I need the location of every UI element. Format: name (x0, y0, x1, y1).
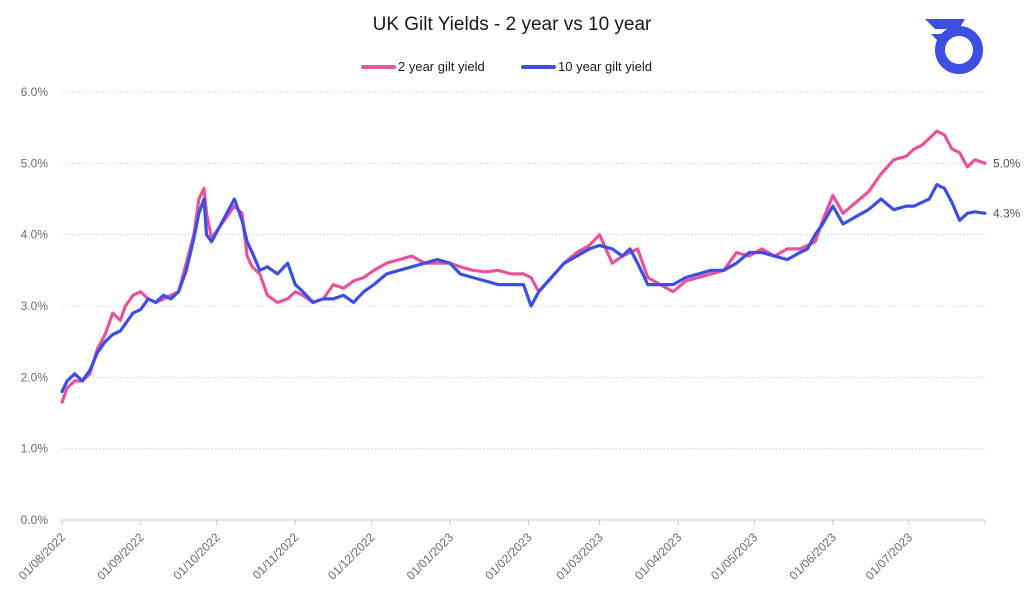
x-tick-label: 01/05/2023 (708, 530, 761, 583)
logo-ring (935, 26, 983, 74)
y-tick-label: 4.0% (21, 228, 49, 242)
y-axis-ticks: 0.0% 1.0% 2.0% 3.0% 4.0% 5.0% 6.0% (21, 85, 49, 527)
brand-logo (925, 19, 983, 74)
y-tick-label: 3.0% (21, 299, 49, 313)
x-axis-ticks: 01/08/2022 01/09/2022 01/10/2022 01/11/2022… (16, 520, 986, 583)
y-tick-label: 1.0% (21, 442, 49, 456)
x-tick-label: 01/04/2023 (632, 530, 685, 583)
x-tick-label: 01/11/2022 (250, 530, 302, 582)
y-gridlines (62, 91, 985, 521)
y-tick-label: 6.0% (21, 85, 49, 99)
x-tick-label: 01/06/2023 (787, 530, 840, 583)
legend-label-10yr: 10 year gilt yield (558, 59, 652, 74)
y-tick-label: 2.0% (21, 370, 49, 384)
legend: 2 year gilt yield 10 year gilt yield (361, 59, 652, 74)
x-tick-label: 01/08/2022 (16, 530, 69, 583)
end-label-10yr: 4.3% (993, 206, 1021, 220)
end-labels: 5.0% 4.3% (993, 156, 1021, 220)
series-line-2yr (60, 129, 987, 404)
end-label-2yr: 5.0% (993, 156, 1021, 170)
chart-title: UK Gilt Yields - 2 year vs 10 year (373, 14, 652, 35)
x-tick-label: 01/10/2022 (170, 530, 223, 583)
series-lines (60, 129, 987, 404)
logo-wing (925, 19, 965, 29)
logo-wing-lower (931, 34, 951, 42)
x-tick-label: 01/07/2023 (863, 530, 916, 583)
x-tick-label: 01/02/2023 (482, 530, 535, 583)
x-tick-label: 01/12/2022 (325, 530, 378, 583)
y-tick-label: 0.0% (21, 513, 49, 527)
x-tick-label: 01/03/2023 (553, 530, 606, 583)
y-tick-label: 5.0% (21, 156, 49, 170)
series-line-10yr (60, 183, 987, 394)
x-tick-label: 01/01/2023 (404, 530, 457, 583)
legend-label-2yr: 2 year gilt yield (398, 59, 485, 74)
x-tick-label: 01/09/2022 (94, 530, 147, 583)
